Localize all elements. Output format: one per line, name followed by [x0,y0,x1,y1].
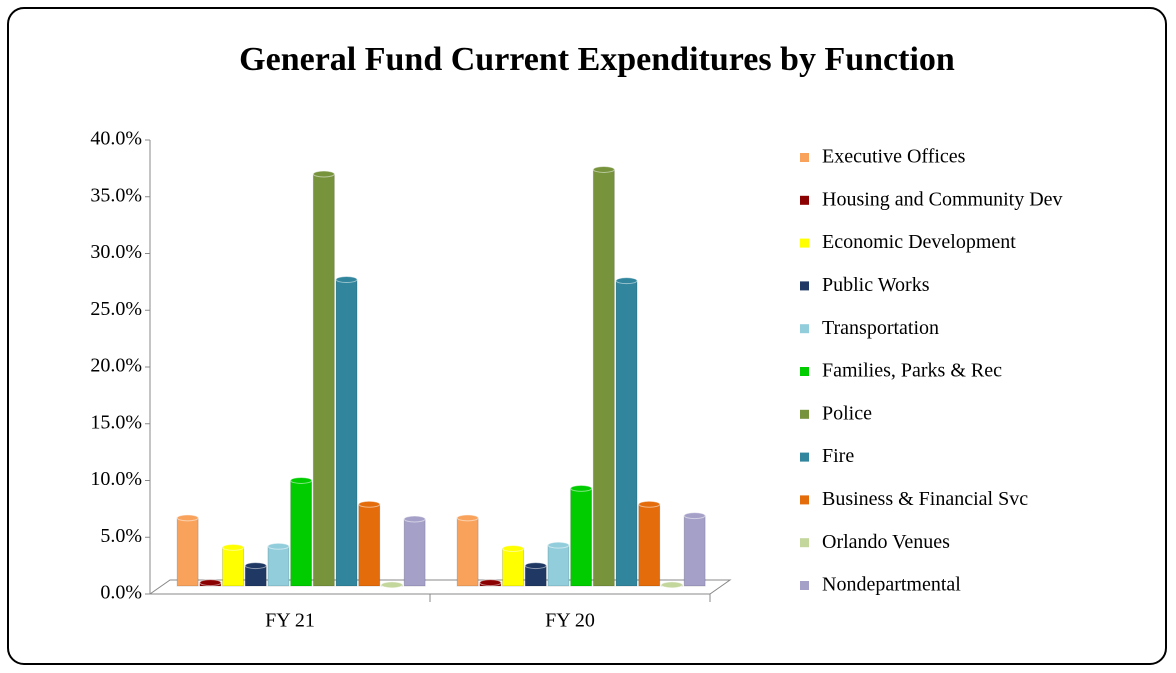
bar-cap [547,541,570,549]
bar-cap [615,277,638,285]
y-tick-label: 35.0% [90,184,142,206]
bar-cap [683,512,706,520]
x-tick-label: FY 20 [545,610,595,632]
bar [176,517,199,587]
legend-swatch [800,195,809,205]
bar [403,518,426,587]
legend-label: Nondepartmental [822,574,961,596]
y-tick-label: 25.0% [90,298,142,320]
chart-title: General Fund Current Expenditures by Fun… [239,41,955,78]
bar [502,548,525,587]
x-tick-label: FY 21 [265,610,315,632]
bar [312,173,335,587]
bar [290,479,313,587]
legend-label: Police [822,402,872,424]
bar-cap [380,581,403,589]
y-tick-label: 40.0% [90,128,142,150]
bar [358,503,381,587]
bar [335,279,358,587]
bar [592,168,615,587]
bar [222,546,245,587]
bar [615,280,638,587]
legend-label: Transportation [822,317,939,339]
legend-label: Fire [822,445,854,467]
bar-cap [222,543,245,551]
legend-swatch [800,581,809,590]
y-tick-label: 5.0% [100,525,142,547]
y-tick-label: 10.0% [90,468,142,490]
legend-label: Orlando Venues [822,531,950,553]
bar-cap [456,514,479,522]
bar-cap [479,579,502,587]
bar-cap [290,476,313,484]
bar-cap [312,170,335,178]
legend-swatch [800,281,809,291]
legend-swatch [800,153,809,162]
bar-cap [335,276,358,284]
bar-cap [358,500,381,508]
legend-label: Business & Financial Svc [822,488,1028,510]
bar-cap [267,542,290,550]
bar-cap [660,581,683,589]
bar [267,545,290,587]
bar-cap [244,562,267,570]
legend-swatch [800,367,809,376]
legend-label: Economic Development [822,231,1016,253]
legend-label: Families, Parks & Rec [822,360,1002,382]
legend-label: Public Works [822,274,930,296]
legend-swatch [800,409,809,419]
bar-cap [176,514,199,522]
legend-label: Executive Offices [822,146,966,168]
legend-swatch [800,538,809,548]
bar-cap [570,484,593,492]
bar [570,487,593,587]
bar [547,544,570,587]
legend-label: Housing and Community Dev [822,188,1063,210]
bar-cap [638,500,661,508]
legend-swatch [800,324,809,334]
legend-swatch [800,452,809,462]
bar-cap [502,545,525,553]
bar [456,517,479,587]
bar-cap [592,165,615,173]
bar [683,515,706,587]
y-tick-label: 20.0% [90,355,142,377]
bar-cap [199,579,222,587]
legend-swatch [800,495,809,505]
bar [638,503,661,587]
bar-cap [403,515,426,523]
legend-swatch [800,238,809,248]
y-tick-label: 30.0% [90,241,142,263]
y-tick-label: 0.0% [100,582,142,604]
y-tick-label: 15.0% [90,411,142,433]
bar-cap [524,562,547,570]
